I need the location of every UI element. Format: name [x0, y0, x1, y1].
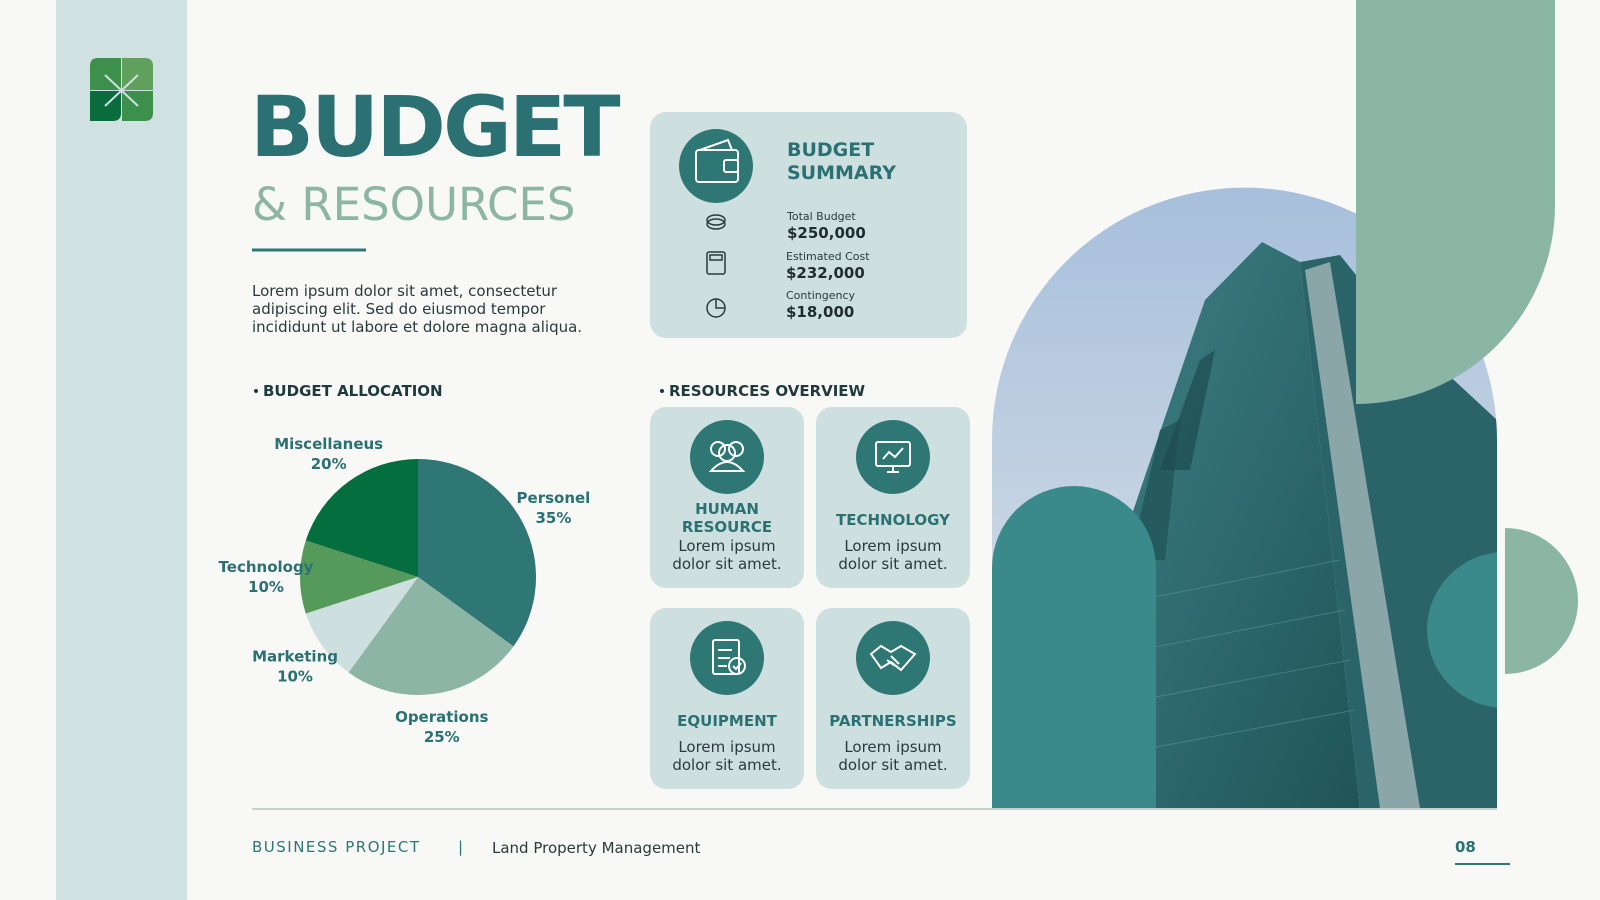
bullet — [660, 389, 664, 393]
summary-label: Total Budget — [787, 210, 856, 223]
page-number: 08 — [1455, 838, 1476, 856]
resource-title: EQUIPMENT — [677, 712, 777, 730]
summary-icons — [679, 129, 753, 318]
slice-value-label: 20% — [311, 455, 347, 473]
slice-label: Marketing — [252, 647, 338, 665]
resource-icon — [856, 420, 930, 494]
subtitle: & RESOURCES — [252, 178, 576, 231]
pie-slice — [418, 459, 536, 647]
arch-shape — [992, 486, 1156, 808]
resource-title: PARTNERSHIPS — [829, 712, 957, 730]
resource-card: HUMAN RESOURCE Lorem ipsum dolor sit amet… — [650, 407, 804, 588]
summary-label: Contingency — [786, 289, 856, 302]
footer-project: BUSINESS PROJECT — [252, 838, 421, 856]
pie-slice — [348, 577, 514, 695]
resource-icon — [690, 420, 764, 494]
slice-label: Personel — [517, 489, 591, 507]
description: Lorem ipsum dolor sit amet, consectetur … — [252, 282, 583, 336]
resource-icon — [856, 621, 930, 695]
slice-value-label: 10% — [277, 667, 313, 685]
section-title: BUDGET ALLOCATION — [263, 382, 443, 400]
slice-label: Miscellaneus — [274, 435, 383, 453]
title: BUDGET — [250, 78, 621, 176]
half-circle — [1505, 528, 1578, 674]
resource-text: Lorem ipsum dolor sit amet. — [838, 738, 948, 774]
logo — [90, 58, 153, 121]
slice-value-label: 35% — [535, 509, 571, 527]
resource-title: TECHNOLOGY — [836, 511, 950, 529]
resource-icon — [690, 621, 764, 695]
summary-card: BUDGET SUMMARY Total Budget $250,000 Est… — [650, 112, 967, 338]
resource-text: Lorem ipsum dolor sit amet. — [672, 738, 782, 774]
resource-card: TECHNOLOGY Lorem ipsum dolor sit amet. — [816, 407, 970, 588]
resource-title: HUMAN RESOURCE — [681, 500, 773, 536]
summary-value: $250,000 — [787, 224, 866, 242]
pie-slice — [300, 540, 418, 614]
summary-title: BUDGET SUMMARY — [787, 139, 896, 184]
resource-card: EQUIPMENT Lorem ipsum dolor sit amet. — [650, 608, 804, 789]
bullet — [254, 389, 258, 393]
side-strip — [56, 0, 187, 900]
resource-text: Lorem ipsum dolor sit amet. — [838, 537, 948, 573]
resource-card: PARTNERSHIPS Lorem ipsum dolor sit amet. — [816, 608, 970, 789]
slice-label: Operations — [395, 708, 488, 726]
footer-separator: | — [458, 838, 464, 856]
pie-slice — [305, 577, 418, 673]
summary-value: $232,000 — [786, 264, 865, 282]
slice-label: Technology — [219, 558, 314, 576]
footer-subtitle: Land Property Management — [492, 839, 701, 857]
section-title: RESOURCES OVERVIEW — [669, 382, 866, 400]
slice-value-label: 10% — [248, 578, 284, 596]
pie-chart: Personel 35% Operations 25% Marketing 10% Tech… — [219, 435, 591, 746]
summary-label: Estimated Cost — [786, 250, 870, 263]
corner-shape — [1356, 0, 1555, 404]
resource-text: Lorem ipsum dolor sit amet. — [672, 537, 782, 573]
pie-slice — [305, 459, 418, 577]
slice-value-label: 25% — [424, 728, 460, 746]
summary-value: $18,000 — [786, 303, 855, 321]
